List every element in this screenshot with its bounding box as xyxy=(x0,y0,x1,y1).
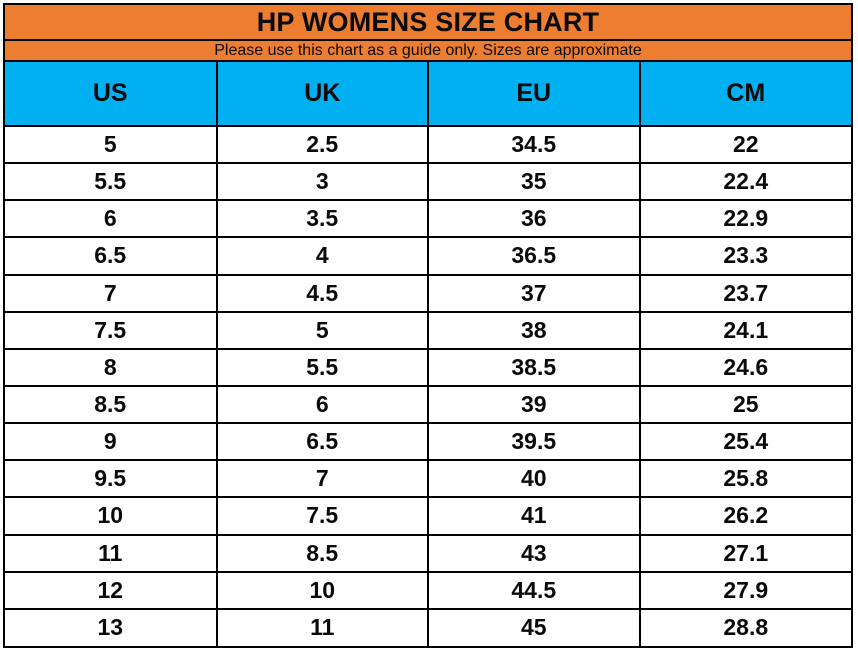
size-cell-eu: 36.5 xyxy=(427,236,641,276)
size-cell-eu: 43 xyxy=(427,533,641,573)
size-cell-cm: 28.8 xyxy=(638,607,851,646)
size-cell-cm: 25.8 xyxy=(638,459,851,499)
size-cell-uk: 3.5 xyxy=(215,199,429,239)
size-cell-eu: 38 xyxy=(427,310,641,350)
size-cell-cm: 25 xyxy=(638,384,851,425)
size-cell-us: 6 xyxy=(5,199,218,239)
size-cell-cm: 26.2 xyxy=(638,496,851,536)
size-cell-uk: 7 xyxy=(215,459,429,499)
size-cell-cm: 27.1 xyxy=(638,533,851,573)
table-row: 9 6.5 39.5 25.4 xyxy=(5,422,851,462)
chart-title: HP WOMENS SIZE CHART xyxy=(5,5,851,41)
size-cell-eu: 41 xyxy=(427,496,641,536)
size-cell-us: 6.5 xyxy=(5,236,218,276)
size-cell-us: 10 xyxy=(5,496,218,536)
table-row: 6.5 4 36.5 23.3 xyxy=(5,236,851,276)
size-cell-cm: 23.7 xyxy=(638,273,851,313)
table-row: 5 2.5 34.5 22 xyxy=(5,124,851,165)
size-cell-eu: 39 xyxy=(427,384,641,425)
size-cell-cm: 22 xyxy=(638,124,851,165)
size-cell-us: 12 xyxy=(5,570,218,610)
table-row: 8.5 6 39 25 xyxy=(5,384,851,425)
table-row: 5.5 3 35 22.4 xyxy=(5,162,851,202)
size-cell-us: 11 xyxy=(5,533,218,573)
table-row: 7.5 5 38 24.1 xyxy=(5,310,851,350)
size-cell-eu: 38.5 xyxy=(427,347,641,387)
size-cell-us: 9.5 xyxy=(5,459,218,499)
size-cell-cm: 27.9 xyxy=(638,570,851,610)
column-header-cm: CM xyxy=(638,62,851,127)
size-cell-eu: 40 xyxy=(427,459,641,499)
table-header-row: US UK EU CM xyxy=(5,62,851,127)
size-cell-uk: 4 xyxy=(215,236,429,276)
size-chart-table-container: HP WOMENS SIZE CHART Please use this cha… xyxy=(3,3,853,648)
column-header-eu: EU xyxy=(427,62,641,127)
table-row: 9.5 7 40 25.8 xyxy=(5,459,851,499)
table-row: 7 4.5 37 23.7 xyxy=(5,273,851,313)
size-cell-uk: 4.5 xyxy=(215,273,429,313)
size-cell-uk: 6 xyxy=(215,384,429,425)
size-cell-uk: 3 xyxy=(215,162,429,202)
size-cell-uk: 6.5 xyxy=(215,422,429,462)
size-cell-cm: 22.9 xyxy=(638,199,851,239)
table-row: 13 11 45 28.8 xyxy=(5,607,851,646)
size-cell-uk: 8.5 xyxy=(215,533,429,573)
column-header-uk: UK xyxy=(215,62,429,127)
size-cell-us: 9 xyxy=(5,422,218,462)
size-cell-eu: 35 xyxy=(427,162,641,202)
size-cell-cm: 24.6 xyxy=(638,347,851,387)
size-cell-cm: 24.1 xyxy=(638,310,851,350)
table-row: 10 7.5 41 26.2 xyxy=(5,496,851,536)
size-cell-us: 8.5 xyxy=(5,384,218,425)
size-cell-uk: 5 xyxy=(215,310,429,350)
size-cell-uk: 7.5 xyxy=(215,496,429,536)
size-cell-cm: 25.4 xyxy=(638,422,851,462)
table-body: 5 2.5 34.5 22 5.5 3 35 22.4 6 3.5 36 22.9 6.5 4 36.5 23… xyxy=(5,124,851,646)
size-cell-cm: 23.3 xyxy=(638,236,851,276)
size-cell-us: 13 xyxy=(5,607,218,646)
size-cell-eu: 39.5 xyxy=(427,422,641,462)
size-cell-cm: 22.4 xyxy=(638,162,851,202)
size-conversion-table: US UK EU CM 5 2.5 34.5 22 5.5 3 35 22.4 6 3.5 36 22.9 6… xyxy=(5,62,851,646)
size-cell-uk: 5.5 xyxy=(215,347,429,387)
size-cell-us: 7 xyxy=(5,273,218,313)
size-cell-eu: 45 xyxy=(427,607,641,646)
table-head: US UK EU CM xyxy=(5,62,851,127)
size-cell-us: 5 xyxy=(5,124,218,165)
size-cell-uk: 2.5 xyxy=(215,124,429,165)
size-cell-eu: 44.5 xyxy=(427,570,641,610)
size-cell-eu: 37 xyxy=(427,273,641,313)
size-cell-uk: 11 xyxy=(215,607,429,646)
size-cell-eu: 34.5 xyxy=(427,124,641,165)
chart-subtitle: Please use this chart as a guide only. S… xyxy=(5,41,851,62)
table-row: 6 3.5 36 22.9 xyxy=(5,199,851,239)
size-cell-uk: 10 xyxy=(215,570,429,610)
column-header-us: US xyxy=(5,62,218,127)
table-row: 12 10 44.5 27.9 xyxy=(5,570,851,610)
size-cell-eu: 36 xyxy=(427,199,641,239)
size-cell-us: 5.5 xyxy=(5,162,218,202)
table-row: 11 8.5 43 27.1 xyxy=(5,533,851,573)
size-cell-us: 8 xyxy=(5,347,218,387)
size-cell-us: 7.5 xyxy=(5,310,218,350)
table-row: 8 5.5 38.5 24.6 xyxy=(5,347,851,387)
